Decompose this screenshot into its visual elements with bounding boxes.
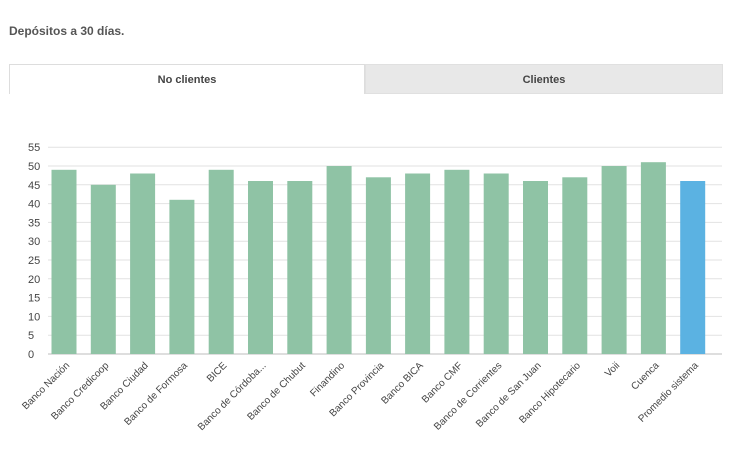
y-tick-label: 55 <box>28 142 40 154</box>
y-tick-label: 50 <box>28 161 40 173</box>
y-axis: 0 5 10 15 20 25 30 35 40 45 50 55 <box>28 142 40 361</box>
bar[interactable] <box>169 199 195 354</box>
bar[interactable] <box>601 166 627 354</box>
y-tick-label: 0 <box>28 349 34 361</box>
y-tick-label: 15 <box>28 293 40 305</box>
bar[interactable] <box>640 162 666 354</box>
y-tick-label: 40 <box>28 199 40 211</box>
bar[interactable] <box>130 173 156 355</box>
bar[interactable] <box>248 181 273 354</box>
bar[interactable] <box>287 181 313 354</box>
bar[interactable] <box>326 166 352 354</box>
bar[interactable] <box>680 181 706 354</box>
y-tick-label: 20 <box>28 274 40 286</box>
y-tick-label: 30 <box>28 236 40 248</box>
bar[interactable] <box>562 177 588 354</box>
bar[interactable] <box>208 169 234 354</box>
tab-no-clientes[interactable]: No clientes <box>9 64 365 94</box>
x-tick-label: Banco de Corrientes <box>432 360 504 432</box>
x-tick-label: Banco de Córdoba... <box>196 360 269 433</box>
bar[interactable] <box>365 177 391 354</box>
y-tick-label: 25 <box>28 255 40 267</box>
x-tick-label: Banco BICA <box>379 360 426 407</box>
bar-chart: 0 5 10 15 20 25 30 35 40 45 50 55 Banco NaciónBanco… <box>20 142 722 433</box>
bars <box>51 162 706 355</box>
page-title: Depósitos a 30 días. <box>9 24 125 38</box>
x-tick-label: BICE <box>205 360 230 385</box>
tab-bar: No clientes Clientes <box>9 64 723 95</box>
tab-clientes[interactable]: Clientes <box>365 64 723 94</box>
y-tick-label: 35 <box>28 217 40 229</box>
x-tick-label: Banco de San Juan <box>474 360 544 430</box>
bar[interactable] <box>51 169 77 354</box>
x-tick-label: Voii <box>603 360 622 379</box>
bar[interactable] <box>444 169 470 354</box>
bar[interactable] <box>90 184 116 354</box>
y-tick-label: 5 <box>28 330 34 342</box>
bar[interactable] <box>405 173 431 355</box>
y-tick-label: 10 <box>28 311 40 323</box>
x-tick-label: Finandino <box>308 360 347 399</box>
y-tick-label: 45 <box>28 180 40 192</box>
bar[interactable] <box>523 181 548 354</box>
x-tick-label: Cuenca <box>629 360 661 392</box>
bar[interactable] <box>483 173 509 355</box>
